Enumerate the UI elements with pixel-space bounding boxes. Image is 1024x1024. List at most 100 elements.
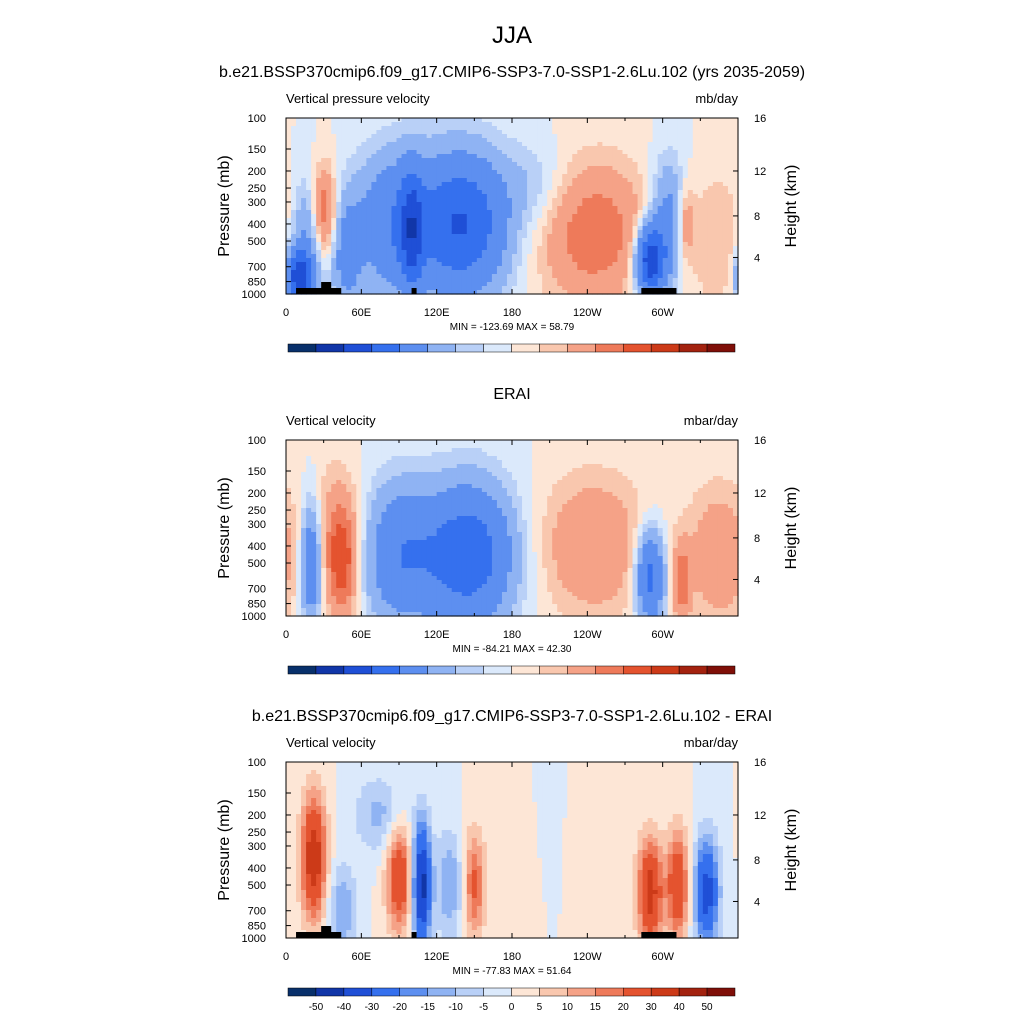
contour-cell [522,154,528,159]
contour-cell [301,202,307,207]
contour-cell [732,258,739,263]
contour-cell [697,214,704,219]
contour-cell [356,254,362,259]
contour-cell [306,234,312,239]
contour-cell [647,154,654,159]
contour-cell [707,134,714,139]
contour-cell [532,218,538,223]
contour-cell [401,472,408,477]
contour-cell [557,182,563,187]
contour-cell [622,174,629,179]
contour-cell [637,472,644,477]
contour-cell [301,134,307,139]
contour-cell [537,146,543,151]
contour-cell [552,226,558,231]
contour-cell [401,218,408,223]
contour-cell [386,134,393,139]
contour-cell [527,186,533,191]
contour-cell [426,464,433,469]
contour-cell [336,480,342,485]
contour-cell [727,166,734,171]
contour-cell [456,278,463,283]
contour-cell [286,214,292,219]
contour-cell [602,126,609,131]
colorbar-swatch [427,343,456,353]
contour-cell [597,282,603,287]
contour-cell [371,286,377,291]
contour-cell [486,254,493,259]
contour-cell [707,246,714,251]
contour-cell [456,274,463,279]
contour-cell [692,126,699,131]
contour-cell [376,238,383,243]
contour-cell [687,210,694,215]
contour-cell [486,440,493,445]
contour-cell [547,194,553,199]
contour-cell [506,206,513,211]
contour-cell [291,440,297,445]
contour-cell [662,456,669,461]
contour-cell [421,230,428,235]
contour-cell [612,476,619,481]
contour-cell [512,226,518,231]
contour-cell [677,262,684,267]
contour-cell [577,198,583,203]
contour-cell [346,166,352,171]
contour-cell [682,174,689,179]
contour-cell [416,226,423,231]
contour-cell [647,238,654,243]
contour-cell [557,222,563,227]
contour-cell [587,158,593,163]
contour-cell [336,122,342,127]
contour-cell [652,274,659,279]
contour-cell [486,444,493,449]
contour-cell [486,278,493,283]
contour-cell [386,142,393,147]
contour-cell [722,190,729,195]
contour-cell [657,142,664,147]
contour-cell [371,158,377,163]
contour-cell [662,278,669,283]
contour-cell [527,142,533,147]
contour-cell [426,214,433,219]
contour-cell [336,254,342,259]
contour-cell [356,476,362,481]
contour-cell [567,154,573,159]
contour-cell [562,202,568,207]
contour-cell [331,250,337,255]
contour-cell [291,290,297,295]
contour-cell [547,170,553,175]
contour-cell [662,178,669,183]
contour-cell [456,222,463,227]
contour-cell [582,206,588,211]
contour-cell [582,238,588,243]
contour-cell [296,222,302,227]
contour-cell [607,472,614,477]
contour-cell [326,460,332,465]
contour-cell [732,270,739,275]
contour-cell [722,178,729,183]
contour-cell [346,222,352,227]
contour-cell [597,202,603,207]
contour-cell [707,250,714,255]
contour-cell [677,234,684,239]
contour-cell [717,174,724,179]
contour-cell [722,222,729,227]
contour-cell [542,266,548,271]
contour-cell [391,138,398,143]
contour-cell [456,134,463,139]
contour-cell [396,476,403,481]
contour-cell [291,126,297,131]
contour-cell [401,162,408,167]
contour-cell [722,476,729,481]
contour-cell [411,214,418,219]
contour-cell [501,290,508,295]
contour-cell [346,246,352,251]
contour-cell [436,154,443,159]
contour-cell [351,460,357,465]
contour-cell [316,452,322,457]
contour-cell [311,476,317,481]
contour-cell [421,226,428,231]
contour-cell [567,134,573,139]
contour-cell [582,254,588,259]
